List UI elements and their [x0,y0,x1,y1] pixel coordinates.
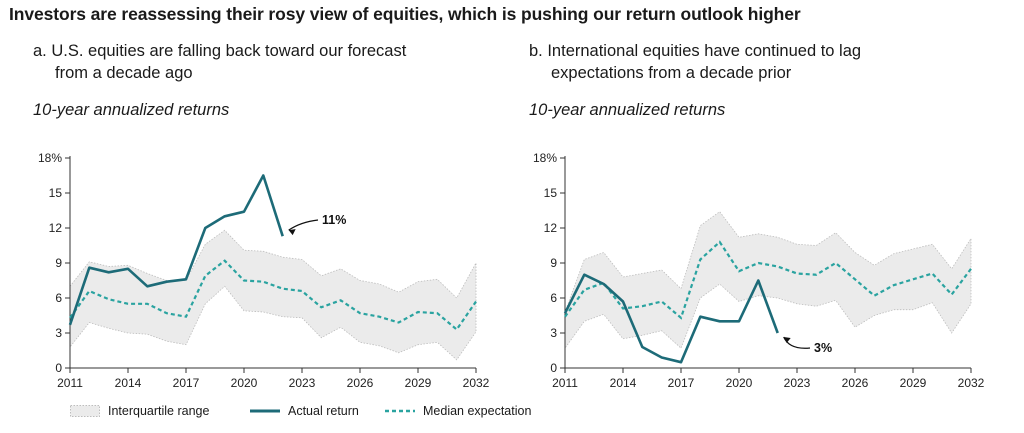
chart-a-median-line [69,259,477,332]
chart-b-x-tick-label: 2029 [900,376,927,390]
chart-a-subtitle: a. U.S. equities are falling back toward… [33,40,406,84]
chart-a-subtitle-line2: from a decade ago [55,64,193,82]
legend-range-swatch [70,405,100,417]
chart-b-x-tick-label: 2032 [958,376,985,390]
page-title: Investors are reassessing their rosy vie… [9,4,801,24]
chart-b-x-tick-label: 2023 [784,376,811,390]
chart-a-y-tick-label: 9 [55,256,62,270]
chart-b-x-tick-label: 2017 [668,376,695,390]
chart-b-x-tick-label: 2020 [726,376,753,390]
chart-b-actual-line [563,273,779,364]
chart-b-x-tick-label: 2026 [842,376,869,390]
chart-a-x-tick-label: 2029 [405,376,432,390]
chart-a-annotation-arrowhead [288,229,296,236]
legend-range-label: Interquartile range [108,404,210,418]
chart-b-y-tick-label: 18% [533,151,557,165]
chart-b-y-tick-label: 6 [550,291,557,305]
chart-b-y-tick-label: 9 [550,256,557,270]
legend-median-label: Median expectation [423,404,532,418]
chart-b-x-tick-label: 2014 [610,376,637,390]
chart-b-y-tick-label: 12 [544,221,558,235]
chart-b-annotation-arrowhead [783,337,791,343]
chart-a-y-tick-label: 12 [49,221,63,235]
chart-a-x-tick-label: 2014 [115,376,142,390]
chart-a-actual-line [68,174,284,326]
legend-median-swatch [385,409,415,413]
chart-a-x-tick-label: 2020 [231,376,258,390]
chart-a-x-tick-label: 2032 [463,376,490,390]
chart-a-x-tick-label: 2026 [347,376,374,390]
chart-b-y-tick-label: 3 [550,326,557,340]
chart-a-subtitle-line1: a. U.S. equities are falling back toward… [33,42,407,60]
chart-a-y-tick-label: 3 [55,326,62,340]
chart-a-x-tick-label: 2017 [173,376,200,390]
legend-actual-swatch [250,409,280,413]
charts-svg: 0 3 6 9 12 15 18% 2011 2014 2017 2020 2023 2026 2029 2… [38,151,985,390]
chart-a-x-tick-label: 2011 [57,376,83,390]
chart-b-subtitle: b. International equities have continued… [529,40,861,84]
chart-a-x-tick-label: 2023 [289,376,316,390]
chart-b-subtitle-line1: b. International equities have continued… [529,42,862,60]
chart-b-interquartile-band [564,211,972,350]
legend-actual-label: Actual return [288,404,359,418]
chart-b-median-line [564,240,972,320]
chart-b-x-tick-label: 2011 [552,376,578,390]
chart-a-annotation-arrow [288,219,319,231]
chart-a-y-tick-label: 0 [55,361,62,375]
chart-a-y-tick-label: 6 [55,291,62,305]
chart-a-annotation-label: 11% [322,213,346,227]
chart-b-annotation-label: 3% [814,341,832,355]
chart-b-y-tick-label: 0 [550,361,557,375]
chart-a-y-tick-label: 18% [38,151,62,165]
chart-a-interquartile-band [69,229,477,361]
chart-a-y-axis-label: 10-year annualized returns [33,101,230,119]
chart-b-y-axis-label: 10-year annualized returns [529,101,726,119]
chart-a-y-tick-label: 15 [49,186,63,200]
chart-b-subtitle-line2: expectations from a decade prior [551,64,792,82]
chart-b-y-tick-label: 15 [544,186,558,200]
